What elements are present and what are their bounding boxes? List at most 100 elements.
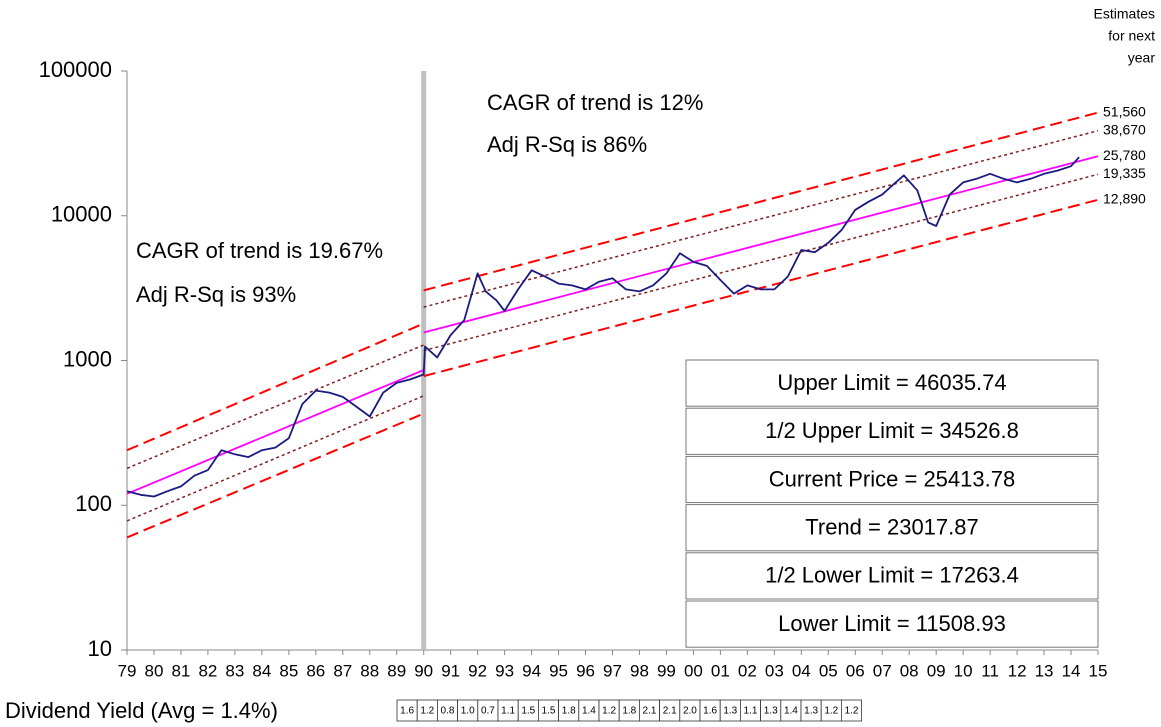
yield-value: 1.2 [420, 706, 434, 717]
yield-value: 1.6 [703, 706, 717, 717]
x-tick-label: 99 [657, 661, 676, 680]
x-tick-label: 05 [819, 661, 838, 680]
dividend-label: Dividend Yield (Avg = 1.4%) [5, 698, 278, 723]
yield-value: 1.8 [622, 706, 636, 717]
x-tick-label: 01 [711, 661, 730, 680]
x-tick-label: 08 [900, 661, 919, 680]
yield-value: 2.1 [663, 706, 677, 717]
x-tick-label: 95 [549, 661, 568, 680]
x-tick-label: 94 [522, 661, 541, 680]
yield-cell [841, 699, 863, 722]
x-tick-label: 15 [1089, 661, 1108, 680]
x-tick-label: 84 [252, 661, 271, 680]
x-tick-label: 90 [414, 661, 433, 680]
yield-value: 0.7 [481, 706, 495, 717]
summary-text: Current Price = 25413.78 [769, 466, 1015, 491]
summary-text: Trend = 23017.87 [805, 515, 979, 540]
x-tick-label: 10 [954, 661, 973, 680]
x-tick-label: 04 [792, 661, 811, 680]
x-tick-label: 11 [981, 661, 999, 680]
series-line [126, 344, 424, 469]
x-tick-label: 93 [495, 661, 514, 680]
series-line [423, 155, 1099, 334]
estimates-title: Estimates [1094, 6, 1155, 22]
summary-box [685, 504, 1099, 552]
summary-text: Lower Limit = 11508.93 [778, 611, 1006, 636]
summary-box [685, 359, 1099, 407]
yield-value: 2.0 [683, 706, 697, 717]
annotation: Adj R-Sq is 93% [136, 282, 296, 307]
yield-value: 1.2 [845, 706, 859, 717]
yield-value: 1.2 [824, 706, 838, 717]
yield-value: 1.4 [784, 706, 798, 717]
x-tick-label: 14 [1062, 661, 1081, 680]
yield-value: 1.2 [602, 706, 616, 717]
estimates-title: year [1128, 50, 1156, 66]
yield-value: 1.3 [804, 706, 818, 717]
x-tick-label: 12 [1008, 661, 1027, 680]
series-line [423, 198, 1099, 378]
x-tick-label: 98 [630, 661, 649, 680]
series-line [423, 129, 1099, 308]
series-line [126, 369, 425, 495]
yield-value: 1.4 [582, 706, 596, 717]
series-line [423, 111, 1099, 292]
x-tick-label: 86 [306, 661, 325, 680]
annotation: CAGR of trend is 12% [487, 90, 703, 115]
x-tick-label: 87 [333, 661, 352, 680]
x-tick-label: 92 [468, 661, 487, 680]
series-line [423, 173, 1099, 352]
summary-box [685, 600, 1099, 648]
end-label: 25,780 [1103, 147, 1146, 163]
yield-value: 1.5 [542, 706, 556, 717]
summary-text: 1/2 Lower Limit = 17263.4 [765, 563, 1019, 588]
x-tick-label: 97 [603, 661, 622, 680]
x-tick-label: 79 [118, 661, 137, 680]
annotation: Adj R-Sq is 86% [487, 132, 647, 157]
annotation: CAGR of trend is 19.67% [136, 238, 383, 263]
x-tick-label: 91 [441, 661, 460, 680]
yield-value: 1.0 [461, 706, 475, 717]
x-tick-label: 02 [738, 661, 757, 680]
x-tick-label: 13 [1035, 661, 1054, 680]
y-tick-label: 10000 [51, 202, 112, 227]
y-tick-label: 1000 [63, 346, 112, 371]
summary-box [685, 552, 1099, 600]
x-tick-label: 89 [387, 661, 406, 680]
yield-value: 1.3 [723, 706, 737, 717]
summary-box [685, 407, 1099, 455]
estimates-title: for next [1108, 28, 1155, 44]
summary-text: Upper Limit = 46035.74 [777, 370, 1006, 395]
x-tick-label: 07 [873, 661, 892, 680]
end-label: 12,890 [1103, 190, 1146, 206]
x-tick-label: 81 [171, 661, 190, 680]
x-tick-label: 03 [765, 661, 784, 680]
yield-value: 1.6 [400, 706, 414, 717]
yield-value: 2.1 [643, 706, 657, 717]
yield-value: 0.8 [441, 706, 455, 717]
x-tick-label: 80 [145, 661, 164, 680]
series-line [126, 156, 1080, 498]
summary-box [685, 455, 1099, 504]
summary-text: 1/2 Upper Limit = 34526.8 [765, 418, 1019, 443]
end-label: 38,670 [1103, 121, 1146, 137]
x-tick-label: 88 [360, 661, 379, 680]
x-tick-label: 82 [198, 661, 217, 680]
yield-value: 1.1 [744, 706, 758, 717]
x-tick-label: 85 [279, 661, 298, 680]
y-tick-label: 10 [88, 636, 112, 661]
series-line [126, 395, 424, 522]
end-label: 19,335 [1103, 165, 1146, 181]
yield-value: 1.1 [501, 706, 515, 717]
x-tick-label: 06 [846, 661, 865, 680]
y-tick-label: 100 [75, 491, 112, 516]
x-tick-label: 96 [576, 661, 595, 680]
y-tick-label: 100000 [39, 57, 112, 82]
yield-value: 1.8 [562, 706, 576, 717]
yield-value: 1.3 [764, 706, 778, 717]
x-tick-label: 00 [684, 661, 703, 680]
yield-value: 1.5 [521, 706, 535, 717]
end-label: 51,560 [1103, 103, 1146, 119]
x-tick-label: 09 [927, 661, 946, 680]
